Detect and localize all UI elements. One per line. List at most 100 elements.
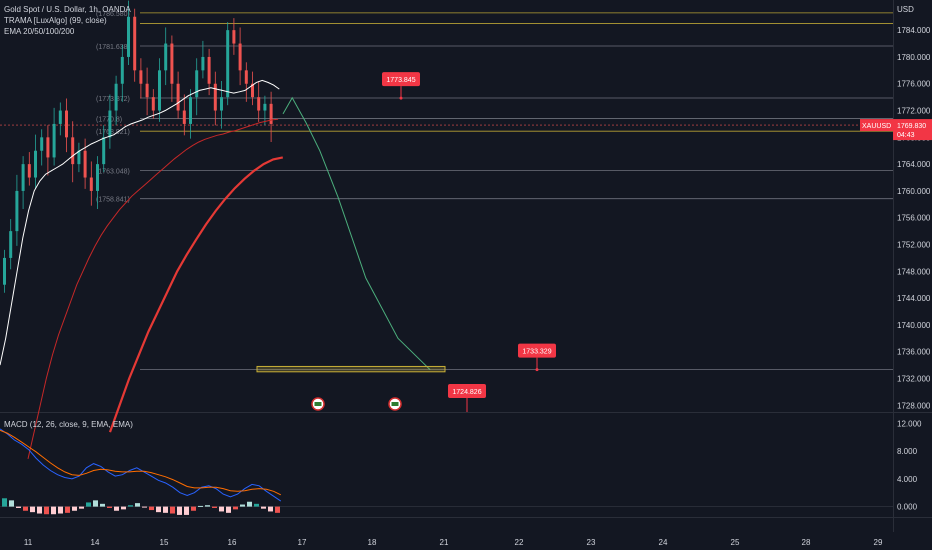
- macd-histogram-bar: [128, 505, 133, 507]
- price-tick: 1760.000: [897, 187, 931, 196]
- price-tick: 1744.000: [897, 294, 931, 303]
- level-label: (1781.638): [96, 44, 130, 51]
- symbol-line: Gold Spot / U.S. Dollar, 1h, OANDA: [4, 5, 131, 14]
- candle-body: [52, 123, 56, 158]
- macd-histogram-bar: [240, 504, 245, 507]
- price-unit: USD: [897, 5, 914, 14]
- callout-text: 1724.826: [452, 389, 481, 396]
- price-tick: 1728.000: [897, 401, 931, 410]
- candle-body: [151, 97, 155, 111]
- time-tick: 23: [587, 538, 596, 547]
- macd-histogram-bar: [114, 506, 119, 511]
- candle-body: [226, 30, 230, 98]
- macd-histogram-bar: [254, 503, 259, 507]
- macd-histogram-bar: [65, 506, 70, 513]
- candle-body: [34, 150, 37, 178]
- callout-point: [399, 96, 403, 100]
- price-tick: 1756.000: [897, 214, 931, 223]
- candle-body: [108, 110, 112, 138]
- candle-body: [120, 56, 124, 84]
- callout-text: 1773.845: [386, 77, 415, 84]
- candle-body: [213, 83, 217, 111]
- macd-tick: 12.000: [897, 419, 922, 428]
- time-tick: 25: [731, 538, 740, 547]
- macd-histogram-bar: [58, 506, 63, 514]
- price-tick: 1780.000: [897, 53, 931, 62]
- ema-thin-line: [27, 118, 279, 460]
- macd-histogram-bar: [30, 506, 35, 513]
- macd-histogram-bar: [23, 506, 28, 511]
- candle-body: [263, 103, 267, 111]
- macd-histogram-bar: [261, 506, 266, 509]
- macd-histogram-bar: [9, 500, 14, 507]
- candle-body: [232, 30, 236, 44]
- macd-histogram-bar: [177, 506, 182, 515]
- callout-text: 1733.329: [522, 349, 551, 356]
- candle-body: [40, 137, 44, 151]
- macd-histogram-bar: [156, 506, 161, 513]
- callout-box: [382, 72, 420, 87]
- candle-body: [77, 150, 81, 165]
- callout-box: [448, 384, 486, 398]
- candle-body: [257, 97, 261, 111]
- macd-histogram-bar: [107, 506, 112, 508]
- time-tick: 29: [874, 538, 883, 547]
- macd-histogram-bar: [2, 498, 7, 507]
- time-tick: 22: [515, 538, 524, 547]
- candle-body: [15, 190, 19, 232]
- trama-line: [0, 79, 280, 366]
- candle-body: [269, 103, 273, 124]
- macd-histogram-bar: [198, 505, 203, 507]
- candle-body: [244, 70, 248, 84]
- candle-body: [127, 16, 130, 57]
- macd-histogram-bar: [170, 506, 175, 514]
- macd-histogram-bar: [44, 506, 49, 515]
- macd-histogram-bar: [275, 506, 280, 513]
- candle-body: [207, 56, 211, 84]
- level-label: (1763.048): [96, 169, 130, 176]
- callout-point: [535, 368, 539, 372]
- ema-thick-line: [108, 156, 284, 433]
- candle-body: [114, 83, 118, 111]
- macd-histogram-bar: [219, 506, 224, 512]
- time-tick: 15: [160, 538, 169, 547]
- macd-histogram-bar: [16, 506, 21, 508]
- macd-histogram-bar: [121, 506, 126, 510]
- symbol-tag-text: XAUUSD: [862, 123, 891, 130]
- price-tick: 1784.000: [897, 26, 931, 35]
- symbol-tag: [860, 119, 893, 132]
- macd-histogram-bar: [205, 505, 210, 507]
- price-tick: 1748.000: [897, 267, 931, 276]
- macd-histogram-bar: [247, 501, 252, 507]
- macd-histogram-bar: [191, 506, 196, 511]
- candle-body: [83, 150, 87, 178]
- candle-body: [71, 137, 75, 165]
- time-tick: 28: [802, 538, 811, 547]
- candle-body: [46, 137, 50, 158]
- level-label: (1786.580): [96, 11, 130, 18]
- price-tick: 1732.000: [897, 375, 931, 384]
- macd-tick: 0.000: [897, 503, 918, 512]
- candle-body: [9, 231, 13, 258]
- candle-body: [96, 164, 99, 191]
- macd-histogram-bar: [226, 506, 231, 513]
- time-tick: 17: [298, 538, 307, 547]
- candle-body: [189, 97, 192, 124]
- time-tick: 18: [368, 538, 377, 547]
- candle-body: [170, 43, 174, 84]
- candle-body: [65, 110, 68, 138]
- time-tick: 21: [440, 538, 449, 547]
- candle-body: [133, 16, 137, 71]
- event-marker-flag: [391, 402, 399, 406]
- time-tick: 14: [91, 538, 100, 547]
- macd-histogram-bar: [72, 506, 77, 511]
- level-label: (1768.921): [96, 129, 130, 136]
- level-label: (1773.872): [96, 96, 130, 103]
- price-tick: 1772.000: [897, 107, 931, 116]
- macd-histogram-bar: [93, 500, 98, 507]
- candle-body: [102, 137, 106, 165]
- candle-body: [145, 83, 149, 98]
- time-tick: 11: [24, 538, 33, 547]
- macd-histogram-bar: [100, 503, 105, 507]
